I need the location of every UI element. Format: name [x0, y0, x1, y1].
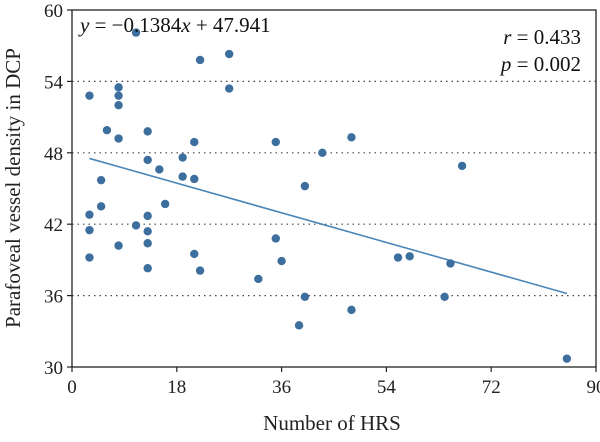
- data-point: [96, 175, 106, 185]
- data-point: [347, 133, 356, 142]
- data-point: [160, 199, 170, 209]
- data-point: [178, 153, 187, 162]
- data-point: [114, 134, 123, 143]
- y-tick-label: 60: [44, 1, 63, 22]
- data-point: [457, 161, 467, 171]
- data-point: [131, 28, 141, 37]
- plot-frame: [71, 9, 597, 368]
- data-point: [85, 91, 94, 100]
- x-tick-label: 0: [67, 377, 77, 398]
- x-tick-label: 36: [272, 377, 291, 398]
- data-point: [190, 174, 199, 184]
- regression-line-group: [89, 157, 568, 295]
- data-point: [393, 253, 403, 262]
- data-point: [131, 221, 141, 230]
- y-tick-labels: 30 36 42 48 54 60: [44, 1, 64, 379]
- data-point: [254, 274, 263, 284]
- data-point: [155, 165, 164, 174]
- data-point: [85, 253, 94, 262]
- data-point: [318, 148, 327, 157]
- data-point: [271, 137, 280, 147]
- data-point: [195, 55, 205, 65]
- regression-line: [89, 157, 568, 295]
- data-point: [190, 249, 199, 259]
- data-point: [102, 125, 112, 135]
- data-point: [300, 181, 310, 191]
- x-tick-labels: 0 18 36 54 72 90: [67, 377, 600, 398]
- r-value: r = 0.433: [503, 25, 581, 49]
- grid-lines: [72, 80, 596, 297]
- y-axis-label: Parafoveal vessel density in DCP: [1, 48, 25, 328]
- data-point: [143, 239, 152, 248]
- data-point: [114, 241, 123, 250]
- y-tick-label: 54: [44, 72, 64, 93]
- data-points: [85, 28, 572, 363]
- x-tick-label: 18: [167, 377, 186, 398]
- x-tick-label: 90: [587, 377, 600, 398]
- regression-equation: y = −0.1384x + 47.941: [78, 13, 271, 37]
- y-tick-label: 48: [44, 144, 63, 165]
- data-point: [225, 84, 234, 93]
- data-point: [114, 91, 123, 100]
- data-point: [114, 101, 123, 110]
- data-point: [178, 172, 187, 181]
- data-point: [271, 234, 280, 243]
- x-tick-label: 72: [482, 377, 501, 398]
- data-point: [190, 137, 199, 147]
- data-point: [440, 292, 449, 301]
- data-point: [300, 292, 310, 301]
- data-point: [294, 321, 304, 330]
- p-value: p = 0.002: [499, 52, 581, 76]
- data-point: [347, 305, 356, 315]
- axes: [67, 9, 597, 372]
- data-point: [195, 266, 205, 275]
- y-tick-label: 30: [44, 358, 63, 379]
- data-point: [143, 211, 152, 221]
- x-axis-label: Number of HRS: [263, 411, 401, 435]
- data-point: [114, 83, 123, 92]
- data-point: [96, 202, 106, 211]
- data-point: [143, 155, 152, 165]
- data-point: [225, 49, 234, 59]
- data-point: [143, 227, 152, 236]
- data-point: [85, 210, 94, 219]
- y-tick-label: 42: [44, 215, 63, 236]
- data-point: [85, 225, 94, 235]
- x-tick-label: 54: [377, 377, 397, 398]
- data-point: [143, 127, 152, 136]
- data-point: [143, 264, 152, 273]
- y-tick-label: 36: [44, 287, 63, 308]
- data-point: [405, 252, 414, 261]
- data-point: [562, 354, 572, 363]
- data-point: [277, 256, 286, 266]
- data-point: [446, 259, 455, 268]
